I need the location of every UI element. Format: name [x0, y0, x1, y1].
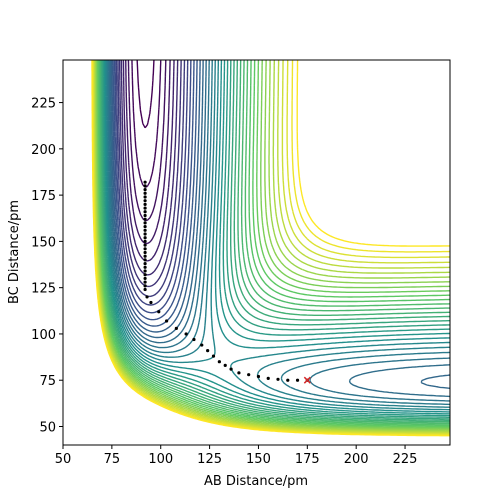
trajectory-point: [143, 239, 147, 243]
contour-line: [114, 60, 192, 314]
trajectory-point: [256, 374, 261, 379]
x-tick-label: 225: [393, 452, 418, 467]
trajectory-point: [143, 254, 147, 258]
trajectory-point: [149, 300, 153, 305]
x-axis-label: AB Distance/pm: [204, 474, 308, 489]
y-tick-label: 150: [31, 235, 56, 250]
trajectory-point: [143, 191, 147, 195]
trajectory-point: [143, 221, 147, 225]
x-tick-label: 100: [148, 452, 173, 467]
trajectory-point: [143, 202, 147, 206]
x-tick-label: 50: [55, 452, 72, 467]
contour-line: [136, 60, 155, 129]
contour-line: [104, 60, 450, 411]
plot-frame: [62, 59, 451, 446]
trajectory-layer: [143, 180, 311, 384]
trajectory-point: [223, 363, 227, 368]
contour-line: [106, 60, 450, 406]
x-tick-label: 200: [344, 452, 369, 467]
x-tick-label: 150: [246, 452, 271, 467]
trajectory-point: [237, 371, 241, 375]
contour-line: [115, 60, 189, 306]
contour-line: [103, 60, 450, 415]
y-tick-label: 125: [31, 282, 56, 297]
contour-line: [91, 60, 450, 437]
contour-layer: [91, 60, 450, 437]
trajectory-point: [143, 258, 147, 262]
contour-line: [95, 60, 450, 431]
trajectory-point: [143, 213, 147, 218]
x-tick-label: 125: [197, 452, 222, 467]
trajectory-point: [143, 262, 147, 266]
y-tick-label: 75: [39, 374, 56, 389]
trajectory-point: [143, 243, 147, 247]
trajectory-point: [143, 217, 147, 221]
trajectory-point: [143, 187, 147, 192]
contour-line: [108, 60, 450, 398]
contour-line: [102, 60, 450, 417]
contour-line: [94, 60, 450, 432]
trajectory-point: [143, 265, 147, 269]
y-tick-label: 100: [31, 328, 56, 343]
trajectory-point: [276, 377, 280, 381]
trajectory-point: [143, 224, 147, 229]
contour-line: [101, 60, 450, 418]
end-marker: [303, 376, 311, 384]
trajectory-point: [143, 247, 147, 251]
trajectory-point: [206, 349, 210, 353]
trajectory-point: [143, 206, 147, 210]
trajectory-point: [229, 367, 233, 371]
contour-line: [117, 60, 186, 298]
trajectory-point: [143, 276, 147, 281]
contour-line: [113, 60, 195, 321]
contour-line: [107, 60, 450, 402]
contour-line: [100, 60, 450, 421]
y-tick-label: 225: [31, 97, 56, 112]
trajectory-point: [247, 373, 251, 377]
x-tick-label: 175: [295, 452, 320, 467]
trajectory-point: [143, 269, 147, 273]
trajectory-point: [143, 195, 147, 199]
trajectory-point: [164, 319, 169, 323]
contour-line: [101, 60, 450, 420]
contour-line: [125, 60, 171, 245]
trajectory-point: [211, 354, 216, 358]
trajectory-point: [174, 326, 178, 330]
contour-line: [104, 60, 450, 413]
trajectory-point: [143, 228, 147, 232]
y-tick-label: 175: [31, 189, 56, 204]
y-axis-label: BC Distance/pm: [7, 200, 22, 304]
trajectory-point: [192, 337, 196, 342]
trajectory-point: [143, 273, 147, 277]
contour-line: [131, 60, 162, 188]
trajectory-point: [143, 250, 147, 255]
trajectory-point: [295, 378, 300, 382]
trajectory-point: [143, 210, 147, 214]
contour-line: [109, 60, 450, 389]
trajectory-point: [143, 184, 147, 188]
trajectory-point: [266, 376, 270, 380]
trajectory-point: [143, 180, 147, 184]
contour-line: [127, 60, 167, 222]
contour-line: [111, 60, 198, 327]
trajectory-point: [143, 287, 147, 292]
trajectory-point: [184, 332, 188, 336]
trajectory-point: [143, 199, 147, 203]
trajectory-point: [143, 236, 147, 240]
y-tick-label: 50: [39, 420, 56, 435]
trajectory-point: [145, 295, 149, 299]
trajectory-point: [286, 378, 290, 382]
x-tick-label: 75: [104, 452, 121, 467]
trajectory-point: [143, 232, 147, 236]
trajectory-point: [200, 343, 204, 347]
y-tick-label: 200: [31, 143, 56, 158]
trajectory-point: [217, 360, 221, 364]
contour-line: [110, 60, 201, 333]
trajectory-point: [143, 280, 147, 284]
contour-line: [122, 60, 175, 262]
trajectory-point: [143, 284, 147, 288]
trajectory-point: [157, 310, 161, 314]
